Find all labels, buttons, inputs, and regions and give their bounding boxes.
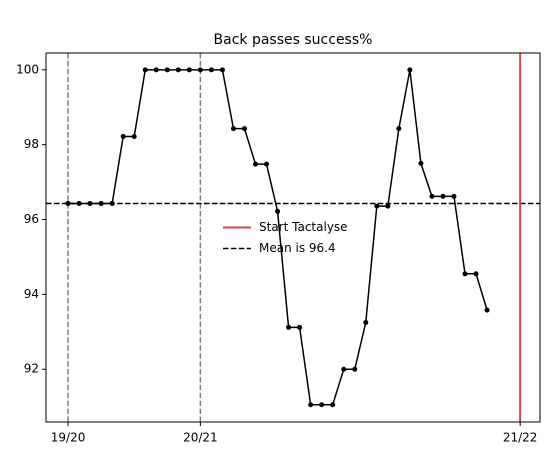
data-point <box>275 208 281 214</box>
data-point <box>385 203 391 209</box>
y-tick-label: 96 <box>24 212 39 226</box>
data-point <box>297 324 303 330</box>
data-point <box>440 193 446 199</box>
data-point <box>197 67 203 73</box>
data-point <box>175 67 181 73</box>
data-point <box>120 133 126 139</box>
data-point <box>142 67 148 73</box>
legend-label: Mean is 96.4 <box>259 241 336 255</box>
data-line <box>68 69 488 406</box>
data-point <box>363 319 369 325</box>
data-point <box>253 161 259 167</box>
data-point <box>109 200 115 206</box>
x-tick-label: 19/20 <box>51 431 86 445</box>
data-point <box>462 271 468 277</box>
data-point <box>241 126 247 132</box>
data-point <box>164 67 170 73</box>
data-point <box>418 160 424 166</box>
legend-label: Start Tactalyse <box>259 220 348 234</box>
data-point <box>308 402 314 408</box>
data-point <box>131 133 137 139</box>
data-point <box>219 67 225 73</box>
data-point <box>286 324 292 330</box>
data-point <box>451 193 457 199</box>
y-tick-label: 92 <box>24 362 39 376</box>
data-point <box>429 193 435 199</box>
data-point <box>87 200 93 206</box>
data-point <box>65 200 71 206</box>
y-tick-label: 94 <box>24 287 39 301</box>
data-point <box>98 200 104 206</box>
data-point <box>186 67 192 73</box>
data-point <box>341 366 347 372</box>
data-point <box>153 67 159 73</box>
y-tick-label: 98 <box>24 137 39 151</box>
x-tick-label: 21/22 <box>503 431 538 445</box>
chart-title: Back passes success% <box>214 32 373 48</box>
data-point <box>330 402 336 408</box>
data-point <box>208 67 214 73</box>
data-point <box>264 161 270 167</box>
data-point <box>473 271 479 277</box>
data-point <box>352 366 358 372</box>
data-point <box>230 126 236 132</box>
data-point <box>484 307 490 313</box>
data-point <box>76 200 82 206</box>
plot-frame <box>45 52 541 423</box>
x-tick-label: 20/21 <box>183 431 218 445</box>
data-point <box>396 126 402 132</box>
y-tick-label: 100 <box>16 62 39 76</box>
data-point <box>319 402 325 408</box>
data-point <box>374 203 380 209</box>
data-point <box>407 67 413 73</box>
